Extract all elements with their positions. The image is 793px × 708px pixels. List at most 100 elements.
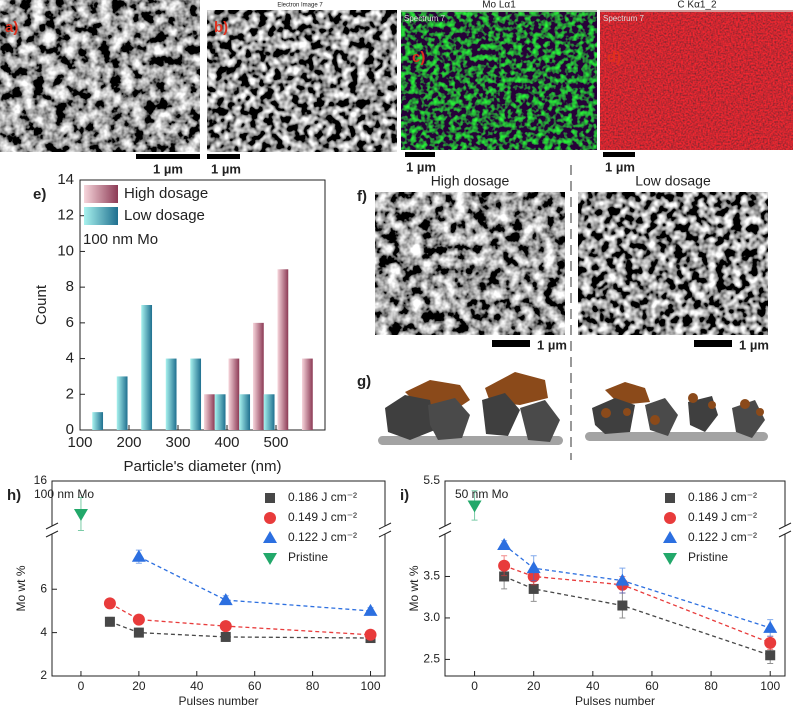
marker xyxy=(219,620,232,633)
legend-label: 0.186 J cm⁻² xyxy=(688,490,757,504)
annotation: 100 nm Mo xyxy=(34,487,94,501)
eds-map xyxy=(600,12,793,150)
x-tick-label: 60 xyxy=(645,679,659,693)
legend-marker xyxy=(263,531,277,543)
schematic-high xyxy=(378,372,563,445)
legend-marker xyxy=(264,512,276,524)
y-tick-label: 2 xyxy=(40,668,47,682)
bar xyxy=(252,322,264,430)
panel-label: i) xyxy=(400,487,409,504)
bar xyxy=(92,412,104,430)
micrograph xyxy=(0,0,200,152)
marker xyxy=(615,573,630,586)
legend-label: 0.186 J cm⁻² xyxy=(288,490,357,504)
annotation: 50 nm Mo xyxy=(455,487,509,501)
marker xyxy=(467,500,482,513)
marker xyxy=(617,600,628,611)
panel-label: b) xyxy=(214,19,228,36)
marker xyxy=(104,616,115,627)
x-axis-title: Pulses number xyxy=(178,694,258,708)
axis-break xyxy=(438,530,452,538)
annotation: 100 nm Mo xyxy=(83,231,158,248)
legend-label: 0.149 J cm⁻² xyxy=(288,510,357,524)
marker xyxy=(498,559,511,572)
legend-label: Pristine xyxy=(688,550,728,564)
bar xyxy=(165,358,177,430)
y-axis-title: Mo wt % xyxy=(407,565,421,611)
micrograph xyxy=(578,192,768,335)
fit-line xyxy=(138,556,371,612)
fit-line xyxy=(503,544,771,629)
scale-bar xyxy=(405,152,435,157)
bar xyxy=(263,394,275,430)
x-tick-label: 400 xyxy=(214,434,239,451)
bar xyxy=(228,358,240,430)
y-tick-label: 5.5 xyxy=(423,473,440,487)
marker xyxy=(132,613,145,626)
y-axis-title: Count xyxy=(33,284,50,325)
micrograph xyxy=(375,192,565,335)
x-tick-label: 0 xyxy=(78,679,85,693)
y-axis-title: Mo wt % xyxy=(14,565,28,611)
marker xyxy=(131,549,146,562)
image-inset: Spectrum 7 xyxy=(603,14,644,23)
legend-label: Pristine xyxy=(288,550,328,564)
marker xyxy=(364,628,377,641)
plot-frame xyxy=(51,480,386,677)
x-tick-label: 0 xyxy=(471,679,478,693)
y-tick-label: 14 xyxy=(57,171,74,188)
y-tick-label: 3.0 xyxy=(423,610,440,624)
marker xyxy=(73,509,88,521)
axis-gap xyxy=(382,526,388,534)
panel-label: d) xyxy=(607,49,621,66)
legend-label: Low dosage xyxy=(124,207,205,224)
scale-label: 1 µm xyxy=(537,337,567,352)
bar xyxy=(190,358,202,430)
marker xyxy=(363,603,378,616)
y-tick-label: 16 xyxy=(34,473,48,487)
marker xyxy=(764,636,777,649)
y-tick-label: 2.5 xyxy=(423,652,440,666)
plot-frame xyxy=(79,179,326,431)
plot-frame xyxy=(444,480,786,677)
image-header: C Kα1_2 xyxy=(677,0,717,11)
legend-marker xyxy=(663,531,677,543)
marker xyxy=(218,593,233,606)
y-tick-label: 4 xyxy=(40,625,47,639)
y-tick-label: 6 xyxy=(66,314,74,331)
x-tick-label: 40 xyxy=(190,679,204,693)
fit-line xyxy=(503,575,771,656)
scale-label: 1 µm xyxy=(153,161,183,176)
bar xyxy=(116,376,128,430)
legend-marker xyxy=(663,553,677,565)
panel-label: e) xyxy=(33,186,46,203)
fit-line xyxy=(109,602,371,636)
y-tick-label: 8 xyxy=(66,278,74,295)
x-tick-label: 20 xyxy=(527,679,541,693)
bar xyxy=(301,358,313,430)
x-tick-label: 100 xyxy=(67,434,92,451)
axis-break xyxy=(438,522,452,530)
bar xyxy=(203,394,215,430)
legend-marker xyxy=(664,512,676,524)
x-tick-label: 200 xyxy=(116,434,141,451)
bar xyxy=(277,269,289,430)
x-tick-label: 100 xyxy=(361,679,381,693)
scale-bar xyxy=(603,152,635,157)
legend-label: 0.149 J cm⁻² xyxy=(688,510,757,524)
scale-label: 1 µm xyxy=(406,159,436,174)
scale-bar xyxy=(694,340,732,347)
x-axis-title: Particle's diameter (nm) xyxy=(124,458,282,475)
x-tick-label: 60 xyxy=(248,679,262,693)
marker xyxy=(497,537,512,550)
y-tick-label: 4 xyxy=(66,350,74,367)
scale-bar xyxy=(136,154,200,159)
panel-label: c) xyxy=(412,49,425,66)
legend-marker xyxy=(665,493,675,503)
scale-label: 1 µm xyxy=(605,159,635,174)
schematic-low xyxy=(585,382,768,441)
x-tick-label: 80 xyxy=(306,679,320,693)
bar xyxy=(141,305,153,430)
legend-marker xyxy=(265,493,275,503)
